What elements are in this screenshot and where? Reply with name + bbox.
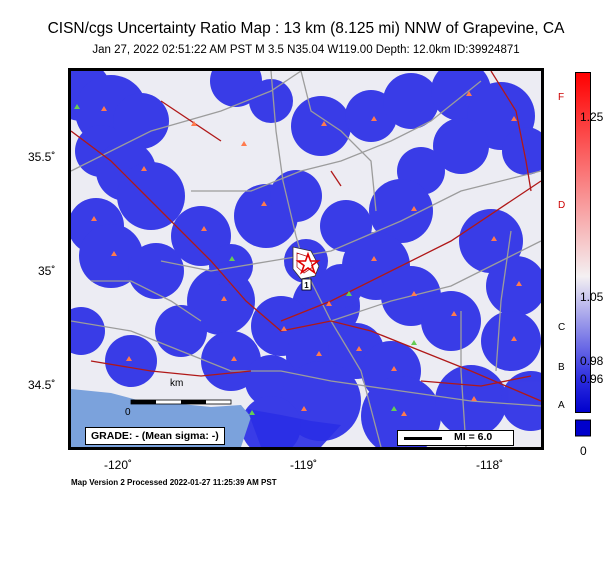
uncertainty-color-scale <box>575 72 591 437</box>
processing-footer: Map Version 2 Processed 2022-01-27 11:25… <box>71 478 277 487</box>
grade-a: A <box>558 400 565 411</box>
mi-box: MI = 6.0 <box>397 430 514 446</box>
scale-value-0-98: 0.98 <box>580 354 604 368</box>
grade-d: D <box>558 200 566 211</box>
grade-box: GRADE: - (Mean sigma: -) <box>85 427 225 445</box>
km-scale-bar <box>130 399 232 405</box>
lon-label-118: -118˚ <box>476 458 504 472</box>
uncertainty-map[interactable]: 1 <box>68 68 544 450</box>
green-station-markers <box>74 104 417 415</box>
event-info: Jan 27, 2022 02:51:22 AM PST M 3.5 N35.0… <box>92 44 520 56</box>
scale-value-0: 0 <box>580 444 587 458</box>
map-title: CISN/cgs Uncertainty Ratio Map : 13 km (… <box>47 20 565 37</box>
lat-label-34-5: 34.5˚ <box>28 378 56 392</box>
km-zero-label: 0 <box>125 407 131 418</box>
mi-text: MI = 6.0 <box>454 431 493 443</box>
station-marker-label: 1 <box>304 281 309 290</box>
lat-label-35-5: 35.5˚ <box>28 150 56 164</box>
mi-line <box>404 437 442 440</box>
uncertainty-regions <box>71 71 541 447</box>
map-svg: 1 <box>71 71 541 447</box>
station-markers <box>91 91 522 416</box>
scale-value-1-25: 1.25 <box>580 110 604 124</box>
faults <box>71 71 541 402</box>
lon-label-120: -120˚ <box>104 458 133 472</box>
roads <box>71 71 541 447</box>
grade-f: F <box>558 92 565 103</box>
epicenter-area: 1 <box>292 246 321 291</box>
scale-value-1-05: 1.05 <box>580 290 604 304</box>
red-star-icon <box>295 251 321 275</box>
km-unit-label: km <box>170 378 184 389</box>
grade-b: B <box>558 362 565 373</box>
scale-value-0-96: 0.96 <box>580 372 604 386</box>
grade-c: C <box>558 322 566 333</box>
lon-label-119: -119˚ <box>290 458 318 472</box>
lat-label-35: 35˚ <box>38 264 56 278</box>
